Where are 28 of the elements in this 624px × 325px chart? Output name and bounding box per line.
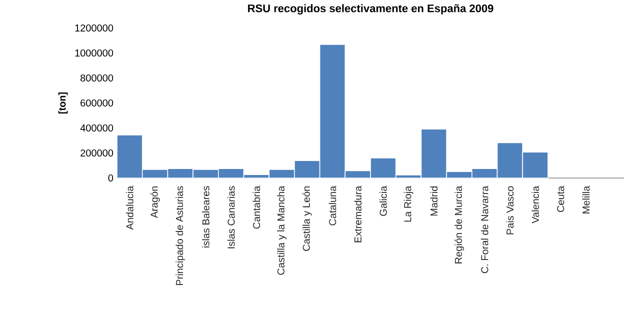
- x-tick-label: Cantabria: [252, 186, 260, 229]
- x-tick-label: Pais Vasco: [506, 186, 514, 234]
- x-tick-label: Galicia: [380, 186, 387, 216]
- x-tick-label: Valencia: [532, 186, 539, 224]
- y-axis-title: [ton]: [58, 92, 68, 114]
- x-tick-label: Castilla y León: [302, 186, 312, 251]
- x-tick-label: Extremadura: [354, 186, 362, 242]
- x-tick-label: Andalucia: [126, 186, 134, 230]
- y-tick-label: 1200000: [75, 24, 114, 32]
- y-tick-label: 600000: [80, 99, 114, 107]
- y-tick-label: 200000: [80, 149, 114, 157]
- x-tick-label: Madrid: [430, 186, 438, 216]
- x-tick-label: C. Foral de Navarra: [480, 186, 488, 274]
- x-tick-label: Región de Murcia: [454, 186, 464, 264]
- x-tick-label: Principado de Asturias: [176, 186, 186, 286]
- y-tick-label: 1000000: [75, 49, 114, 57]
- y-tick-label: 0: [108, 174, 114, 182]
- y-tick-label: 800000: [80, 74, 114, 82]
- x-tick-label: islas Baleares: [202, 186, 210, 248]
- x-tick-label: Cataluna: [328, 186, 336, 226]
- x-tick-label: Melilla: [582, 186, 590, 214]
- x-tick-label: Aragón: [150, 186, 160, 218]
- x-tick-label: Castilla y la Mancha: [277, 186, 286, 275]
- x-tick-label: Islas Canarias: [227, 186, 235, 248]
- chart-title: RSU recogidos selectivamente en España 2009: [248, 4, 494, 14]
- x-tick-label: Ceuta: [557, 186, 564, 212]
- y-tick-label: 400000: [80, 124, 114, 132]
- x-tick-label: La Rioja: [404, 186, 414, 222]
